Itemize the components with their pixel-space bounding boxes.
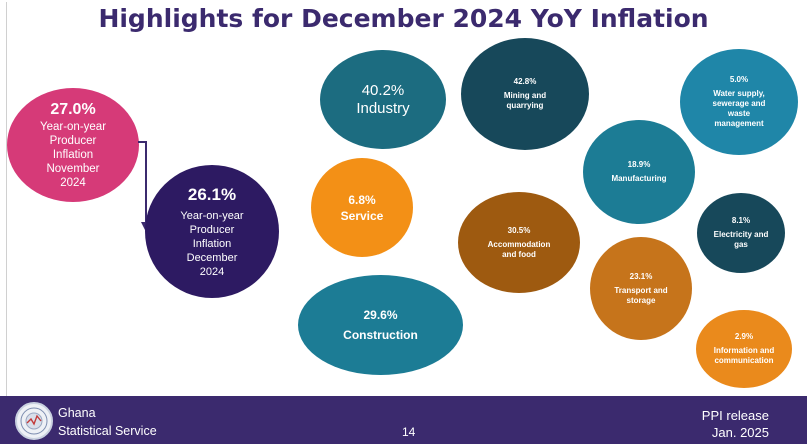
- december-label-line: 2024: [199, 266, 225, 278]
- water-bubble: 5.0% Water supply, sewerage and waste ma…: [680, 49, 798, 155]
- transport-label-line: storage: [626, 295, 656, 305]
- water-label-line: waste: [727, 109, 751, 118]
- information-label-line: communication: [714, 356, 774, 365]
- page-number: 14: [402, 425, 416, 439]
- construction-label: Construction: [343, 328, 418, 342]
- industry-bubble: 40.2% Industry: [320, 50, 446, 149]
- information-label-line: Information and: [713, 346, 775, 355]
- organization-name: Ghana Statistical Service: [58, 404, 157, 440]
- service-bubble: 6.8% Service: [311, 158, 413, 257]
- mining-value: 42.8%: [513, 77, 537, 86]
- water-label-line: sewerage and: [712, 99, 766, 108]
- service-label: Service: [340, 208, 384, 223]
- mining-label-line: quarrying: [506, 101, 544, 110]
- transport-value: 23.1%: [629, 271, 653, 281]
- mining-label-line: Mining and: [503, 91, 547, 100]
- accommodation-value: 30.5%: [507, 225, 531, 235]
- industry-label: Industry: [356, 99, 410, 117]
- accommodation-label-line: and food: [502, 249, 536, 259]
- manufacturing-label-line: Manufacturing: [611, 174, 667, 183]
- service-value: 6.8%: [348, 192, 376, 207]
- november-value: 27.0%: [50, 101, 96, 118]
- release-name: PPI release: [701, 408, 769, 423]
- water-value: 5.0%: [729, 75, 749, 84]
- december-label-line: Inflation: [192, 238, 232, 250]
- release-date: Jan. 2025: [711, 425, 769, 440]
- water-label-line: management: [714, 119, 764, 128]
- transport-label-line: Transport and: [614, 285, 668, 295]
- november-label-line: Producer: [49, 135, 97, 147]
- construction-bubble: 29.6% Construction: [298, 275, 463, 375]
- electricity-value: 8.1%: [731, 216, 751, 225]
- december-inflation-bubble: 26.1% Year-on-year Producer Inflation De…: [145, 165, 279, 298]
- mining-bubble: 42.8% Mining and quarrying: [461, 38, 589, 150]
- december-value: 26.1%: [187, 185, 237, 204]
- construction-value: 29.6%: [363, 308, 398, 322]
- december-label-line: December: [186, 252, 238, 264]
- electricity-label-line: gas: [734, 240, 748, 249]
- ghana-statistical-service-logo-icon: [15, 402, 53, 440]
- slide-title: Highlights for December 2024 YoY Inflati…: [98, 4, 709, 33]
- water-label-line: Water supply,: [713, 89, 765, 98]
- information-value: 2.9%: [734, 332, 754, 341]
- industry-value: 40.2%: [361, 81, 405, 99]
- information-bubble: 2.9% Information and communication: [696, 310, 792, 388]
- transport-bubble: 23.1% Transport and storage: [590, 237, 692, 340]
- electricity-label-line: Electricity and: [713, 230, 769, 239]
- electricity-bubble: 8.1% Electricity and gas: [697, 193, 785, 273]
- manufacturing-bubble: 18.9% Manufacturing: [583, 120, 695, 224]
- december-label-line: Producer: [189, 224, 235, 236]
- accommodation-bubble: 30.5% Accommodation and food: [458, 192, 580, 293]
- org-name-line: Ghana: [58, 406, 96, 420]
- left-divider: [6, 2, 7, 396]
- footer-bar: Ghana Statistical Service 14 PPI release…: [0, 396, 807, 444]
- accommodation-label-line: Accommodation: [487, 239, 551, 249]
- november-label-line: Year-on-year: [39, 121, 107, 133]
- november-label-line: November: [46, 163, 100, 175]
- november-inflation-bubble: 27.0% Year-on-year Producer Inflation No…: [7, 88, 139, 202]
- release-info: PPI release Jan. 2025: [702, 407, 769, 441]
- december-label-line: Year-on-year: [180, 210, 244, 222]
- manufacturing-value: 18.9%: [627, 160, 651, 169]
- november-label-line: Inflation: [52, 149, 94, 161]
- november-label-line: 2024: [60, 177, 86, 189]
- org-name-line: Statistical Service: [58, 424, 157, 438]
